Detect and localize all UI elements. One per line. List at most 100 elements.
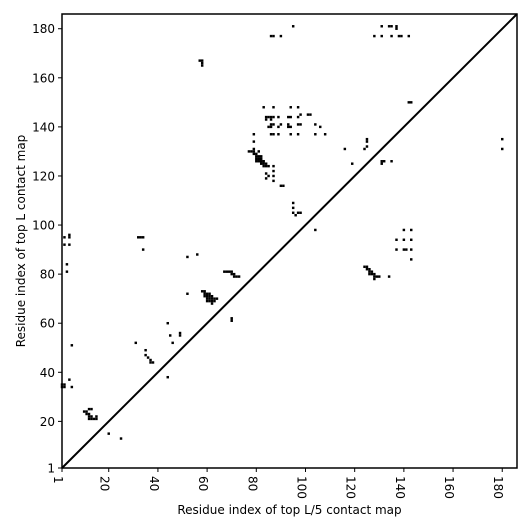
- contact-point: [119, 437, 123, 440]
- contact-point: [410, 101, 413, 104]
- contact-point: [200, 61, 204, 65]
- contact-point: [208, 292, 211, 295]
- contact-point: [387, 275, 391, 278]
- contact-point: [410, 248, 413, 251]
- contact-point: [269, 125, 273, 129]
- contact-point: [210, 294, 214, 298]
- contact-point: [259, 155, 263, 158]
- contact-point: [380, 162, 383, 165]
- contact-point: [151, 361, 155, 364]
- contact-point: [134, 341, 138, 345]
- contact-point: [378, 275, 381, 278]
- contact-point: [370, 272, 374, 276]
- y-tick-label: 40: [40, 366, 55, 380]
- contact-point: [380, 34, 383, 38]
- contact-point: [208, 294, 211, 298]
- x-tick-label: 160: [442, 476, 456, 499]
- contact-point: [259, 157, 263, 161]
- x-tick-label: 80: [245, 476, 259, 491]
- contact-point: [90, 407, 93, 411]
- contact-point: [208, 297, 211, 300]
- contact-point: [299, 211, 302, 214]
- contact-point: [272, 123, 275, 126]
- contact-point: [203, 290, 206, 293]
- contact-point: [370, 270, 374, 273]
- contact-point: [279, 184, 283, 188]
- contact-point: [95, 415, 98, 418]
- contact-point: [296, 115, 300, 119]
- contact-point: [410, 258, 413, 261]
- contact-point: [178, 331, 182, 335]
- contact-point: [63, 243, 66, 246]
- contact-point: [395, 27, 398, 30]
- contact-point: [264, 164, 268, 168]
- contact-point: [373, 272, 376, 276]
- contact-point: [210, 302, 214, 305]
- contact-point: [402, 238, 406, 241]
- contact-point: [363, 265, 366, 268]
- contact-point: [205, 297, 209, 300]
- contact-point: [196, 253, 199, 256]
- contact-point: [267, 115, 270, 119]
- contact-point: [255, 155, 258, 158]
- contact-point: [186, 292, 189, 295]
- x-axis-label: Residue index of top L/5 contact map: [177, 503, 401, 517]
- contact-point: [205, 299, 209, 303]
- contact-point: [267, 164, 270, 168]
- contact-point: [368, 272, 371, 276]
- contact-point: [387, 25, 391, 28]
- y-tick-label: 20: [40, 415, 55, 429]
- contact-point: [368, 270, 371, 273]
- contact-point: [410, 228, 413, 232]
- contact-point: [141, 236, 145, 239]
- contact-point: [230, 317, 233, 320]
- contact-point: [70, 385, 74, 389]
- contact-point: [262, 160, 265, 163]
- contact-point: [314, 123, 317, 126]
- contact-point: [279, 123, 283, 126]
- contact-point: [269, 123, 273, 126]
- contact-point: [397, 34, 401, 38]
- contact-point: [262, 164, 265, 168]
- contact-point: [198, 59, 201, 62]
- y-tick-label: 140: [32, 120, 55, 134]
- points-layer: [60, 25, 504, 440]
- x-tick-label: 60: [196, 476, 210, 491]
- contact-point: [291, 206, 295, 210]
- contact-point: [382, 160, 386, 163]
- contact-point: [259, 162, 263, 165]
- contact-point: [250, 150, 253, 153]
- x-tick-label: 100: [294, 476, 308, 499]
- contact-point: [269, 133, 273, 136]
- contact-point: [141, 248, 145, 251]
- contact-point: [299, 123, 302, 126]
- contact-point: [373, 277, 376, 281]
- contact-point: [259, 160, 263, 163]
- contact-point: [87, 415, 91, 418]
- contact-point: [407, 34, 411, 38]
- contact-point: [272, 34, 275, 38]
- contact-point: [501, 137, 504, 141]
- contact-point: [63, 385, 66, 389]
- contact-point: [272, 106, 275, 109]
- contact-point: [63, 236, 66, 239]
- contact-point: [269, 118, 273, 121]
- contact-point: [365, 265, 369, 268]
- contact-point: [289, 106, 292, 109]
- contact-point: [365, 140, 369, 143]
- contact-point: [272, 179, 275, 183]
- contact-point: [232, 272, 236, 276]
- contact-point: [395, 238, 398, 241]
- contact-point: [287, 123, 290, 126]
- contact-point: [85, 412, 88, 416]
- contact-point: [267, 125, 270, 129]
- contact-point: [279, 34, 283, 38]
- contact-point: [277, 125, 280, 129]
- contact-point: [223, 270, 226, 273]
- contact-point: [272, 164, 275, 168]
- contact-point: [257, 160, 260, 163]
- contact-point: [365, 145, 369, 148]
- x-tick-label: 1: [51, 476, 65, 484]
- contact-point: [296, 133, 300, 136]
- contact-point: [380, 25, 383, 28]
